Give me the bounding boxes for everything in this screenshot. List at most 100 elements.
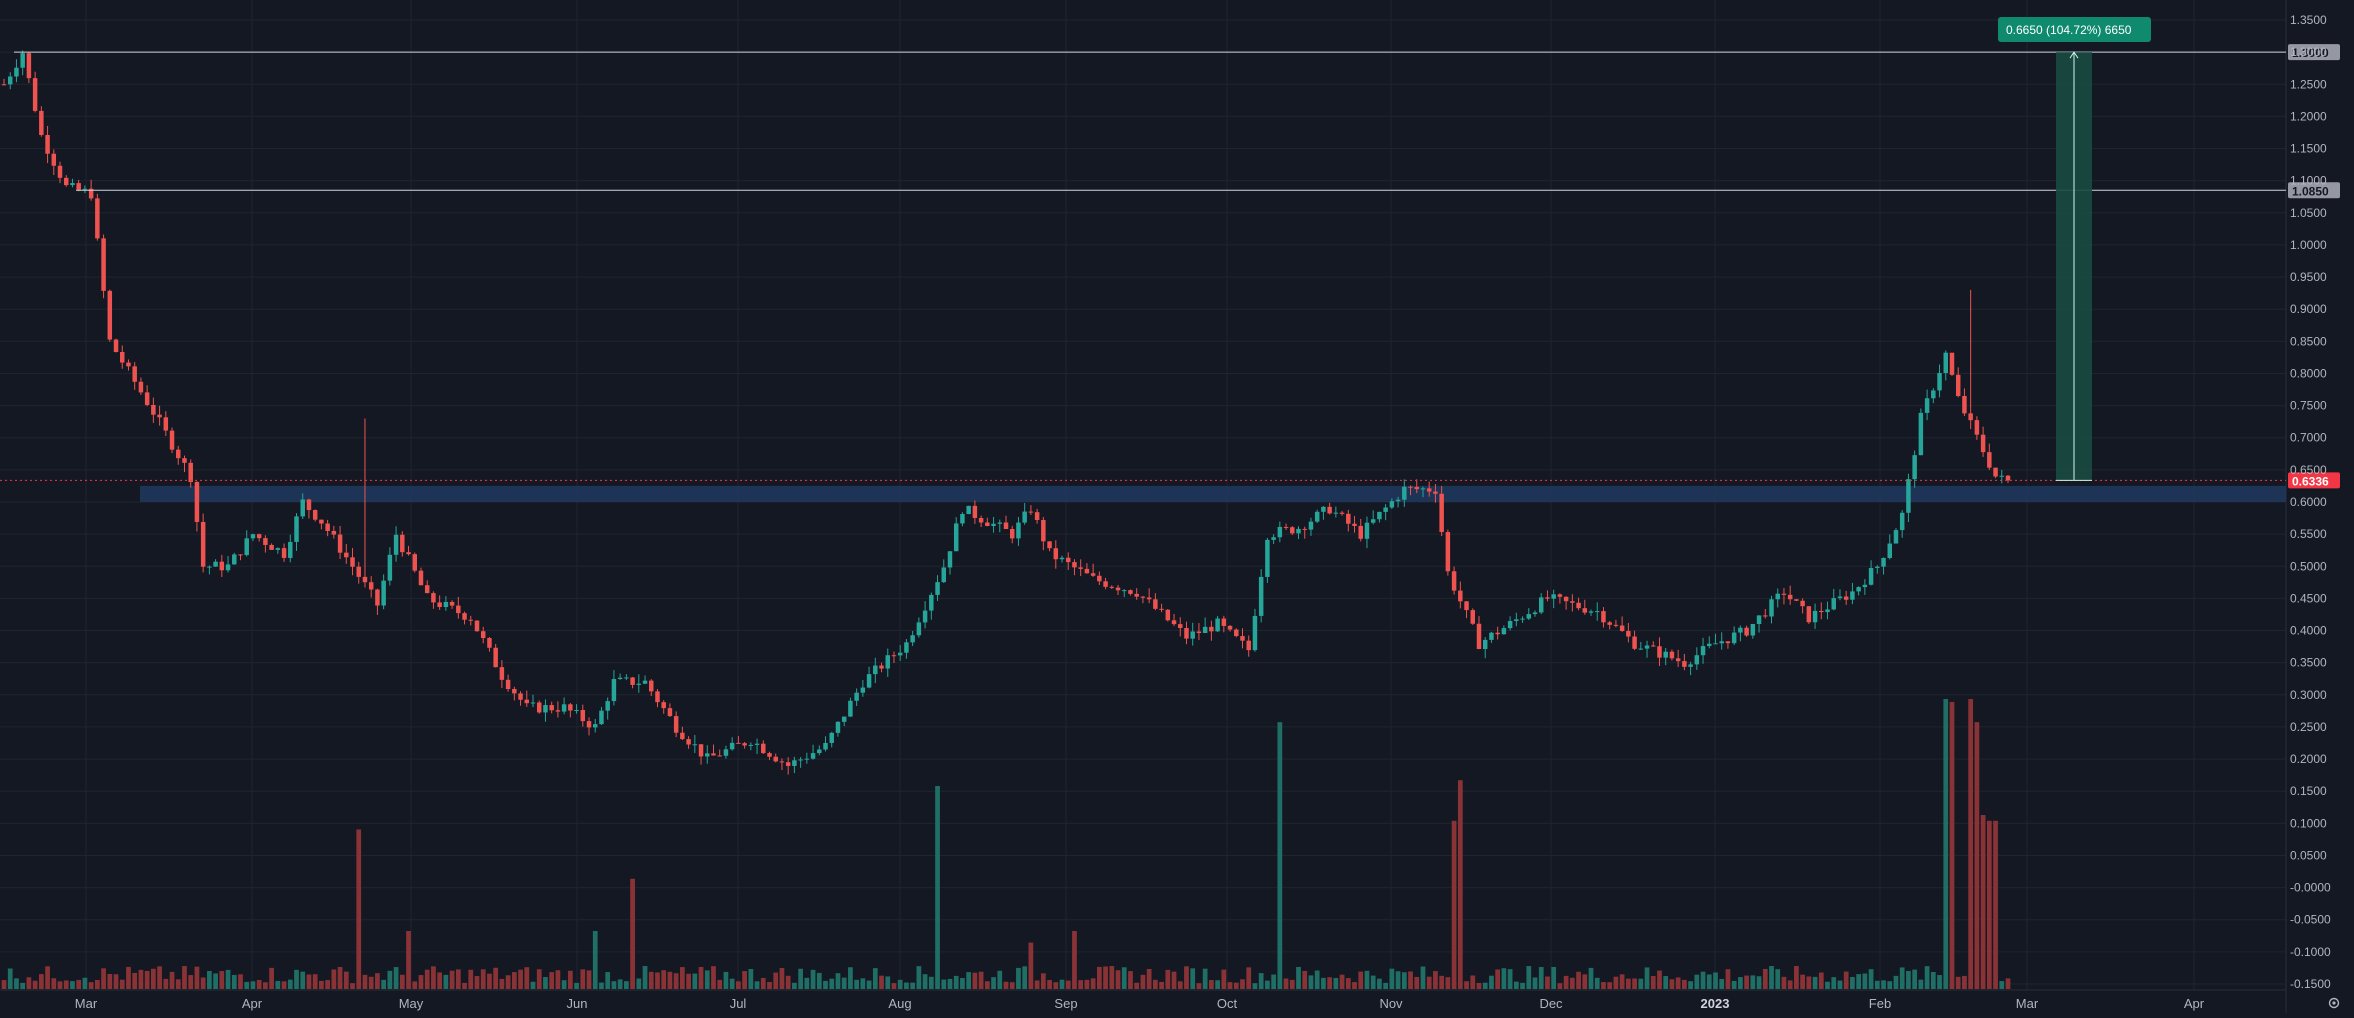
candle-body[interactable] bbox=[518, 693, 523, 700]
candle-body[interactable] bbox=[1159, 608, 1164, 610]
candle-body[interactable] bbox=[63, 177, 69, 186]
candle-body[interactable] bbox=[736, 742, 741, 744]
candle-body[interactable] bbox=[1831, 598, 1836, 610]
candle-body[interactable] bbox=[356, 566, 361, 577]
candle-body[interactable] bbox=[599, 710, 604, 725]
candle-body[interactable] bbox=[51, 153, 57, 166]
candle-body[interactable] bbox=[269, 544, 274, 550]
candle-body[interactable] bbox=[935, 582, 940, 595]
candle-body[interactable] bbox=[1974, 420, 1980, 435]
candle-body[interactable] bbox=[1495, 632, 1500, 635]
candle-body[interactable] bbox=[1470, 610, 1476, 624]
candle-body[interactable] bbox=[45, 134, 50, 154]
candle-body[interactable] bbox=[344, 552, 349, 558]
candle-body[interactable] bbox=[512, 689, 517, 694]
candle-body[interactable] bbox=[904, 642, 909, 653]
candle-body[interactable] bbox=[1047, 541, 1052, 549]
candle-body[interactable] bbox=[1190, 631, 1195, 639]
candle-body[interactable] bbox=[182, 458, 187, 463]
candle-body[interactable] bbox=[1750, 623, 1756, 636]
candle-body[interactable] bbox=[742, 743, 747, 746]
candle-body[interactable] bbox=[1893, 530, 1899, 544]
candle-body[interactable] bbox=[1937, 372, 1942, 391]
candle-body[interactable] bbox=[1034, 512, 1040, 520]
candle-body[interactable] bbox=[848, 700, 853, 717]
candle-body[interactable] bbox=[1408, 486, 1413, 488]
candle-body[interactable] bbox=[941, 567, 947, 583]
candle-body[interactable] bbox=[1053, 548, 1059, 560]
candle-body[interactable] bbox=[1713, 643, 1718, 645]
candle-body[interactable] bbox=[132, 366, 137, 382]
candle-body[interactable] bbox=[1377, 511, 1382, 520]
candle-body[interactable] bbox=[823, 742, 828, 750]
candle-body[interactable] bbox=[207, 566, 212, 568]
candle-body[interactable] bbox=[524, 699, 530, 704]
candle-body[interactable] bbox=[400, 534, 405, 553]
candle-body[interactable] bbox=[443, 601, 449, 607]
candle-body[interactable] bbox=[1171, 620, 1177, 625]
candle-body[interactable] bbox=[667, 708, 673, 717]
candle-body[interactable] bbox=[1202, 626, 1208, 634]
candle-body[interactable] bbox=[406, 552, 411, 555]
candle-body[interactable] bbox=[1265, 539, 1270, 577]
candle-body[interactable] bbox=[474, 620, 480, 632]
candle-body[interactable] bbox=[1924, 398, 1930, 413]
candle-body[interactable] bbox=[1707, 643, 1712, 647]
candle-body[interactable] bbox=[225, 564, 231, 571]
candle-body[interactable] bbox=[1663, 651, 1668, 658]
candle-body[interactable] bbox=[829, 732, 834, 743]
candle-body[interactable] bbox=[1072, 562, 1077, 568]
candle-body[interactable] bbox=[779, 761, 785, 763]
candle-body[interactable] bbox=[1800, 600, 1805, 607]
candle-body[interactable] bbox=[1931, 390, 1936, 399]
candle-body[interactable] bbox=[1987, 452, 1992, 468]
candle-body[interactable] bbox=[1277, 526, 1283, 538]
candle-body[interactable] bbox=[1862, 584, 1868, 588]
candle-body[interactable] bbox=[711, 753, 716, 756]
candle-body[interactable] bbox=[39, 110, 44, 135]
candle-body[interactable] bbox=[319, 519, 324, 524]
candles[interactable] bbox=[1, 50, 2011, 775]
candle-body[interactable] bbox=[1501, 628, 1507, 635]
candle-body[interactable] bbox=[57, 165, 63, 178]
candle-body[interactable] bbox=[754, 743, 760, 745]
candle-body[interactable] bbox=[1445, 532, 1451, 572]
candle-body[interactable] bbox=[1221, 618, 1227, 626]
candle-body[interactable] bbox=[1669, 651, 1675, 659]
candle-body[interactable] bbox=[1489, 632, 1494, 640]
candle-body[interactable] bbox=[680, 732, 685, 740]
candle-body[interactable] bbox=[1003, 522, 1009, 530]
candle-body[interactable] bbox=[1414, 486, 1419, 490]
candle-body[interactable] bbox=[331, 530, 337, 535]
candle-body[interactable] bbox=[773, 756, 778, 762]
candle-body[interactable] bbox=[412, 554, 417, 571]
candle-body[interactable] bbox=[381, 580, 386, 606]
candle-body[interactable] bbox=[1146, 597, 1152, 600]
candle-body[interactable] bbox=[991, 523, 996, 526]
candle-body[interactable] bbox=[1781, 593, 1787, 595]
candle-body[interactable] bbox=[580, 710, 586, 722]
candle-body[interactable] bbox=[325, 523, 330, 531]
candle-body[interactable] bbox=[636, 683, 642, 685]
candle-body[interactable] bbox=[1358, 525, 1363, 539]
candle-body[interactable] bbox=[1744, 627, 1749, 636]
candle-body[interactable] bbox=[1514, 619, 1519, 622]
candle-body[interactable] bbox=[350, 557, 355, 567]
candle-body[interactable] bbox=[1090, 573, 1096, 576]
candle-body[interactable] bbox=[673, 716, 679, 733]
candle-body[interactable] bbox=[624, 677, 629, 679]
candle-body[interactable] bbox=[1296, 528, 1301, 534]
candle-body[interactable] bbox=[1619, 625, 1625, 632]
candle-body[interactable] bbox=[841, 716, 847, 722]
candle-body[interactable] bbox=[1333, 512, 1339, 514]
candle-body[interactable] bbox=[767, 753, 772, 757]
candle-body[interactable] bbox=[1899, 512, 1905, 531]
candle-body[interactable] bbox=[1906, 479, 1911, 513]
candle-body[interactable] bbox=[1538, 597, 1544, 613]
candle-body[interactable] bbox=[294, 516, 299, 542]
candle-body[interactable] bbox=[1283, 526, 1289, 528]
candle-body[interactable] bbox=[1016, 522, 1021, 539]
candle-body[interactable] bbox=[1731, 632, 1737, 644]
price-axis[interactable]: 1.3500 1.3000 1.2500 1.2000 1.1500 1.1000 1.05… bbox=[2290, 13, 2331, 991]
